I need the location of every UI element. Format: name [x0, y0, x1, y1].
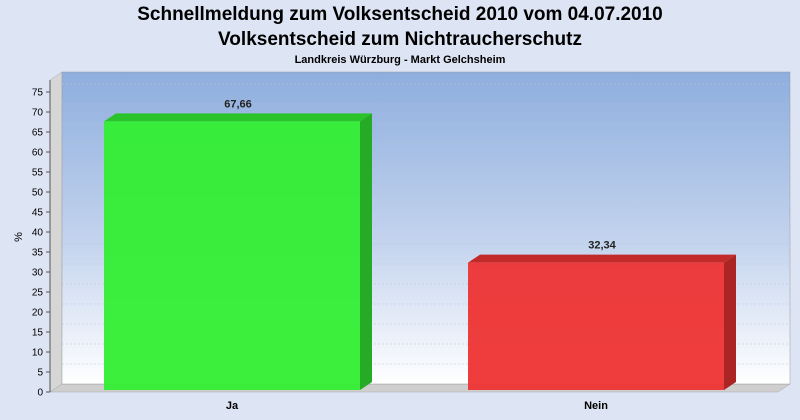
- y-tick-label: 10: [32, 348, 44, 359]
- chart-subtitle: Volksentscheid zum Nichtraucherschutz: [218, 29, 582, 50]
- bar-front: [104, 121, 360, 391]
- y-tick-label: 65: [32, 128, 44, 139]
- y-tick-label: 50: [32, 188, 44, 199]
- bar-nein: [468, 254, 736, 390]
- plot-left-wall: [49, 71, 63, 393]
- y-axis-label: %: [13, 232, 25, 242]
- bar-side: [360, 113, 372, 391]
- bars: [104, 113, 736, 391]
- y-tick-label: 60: [32, 148, 44, 159]
- y-tick-label: 25: [32, 288, 44, 299]
- bar-ja: [104, 113, 372, 391]
- y-tick-label: 55: [32, 168, 44, 179]
- y-tick-label: 0: [37, 388, 43, 399]
- bar-top: [468, 254, 736, 263]
- y-tick-label: 5: [37, 368, 43, 379]
- data-label: 67,66: [224, 98, 252, 110]
- y-tick-label: 75: [32, 88, 44, 99]
- y-tick-label: 70: [32, 108, 44, 119]
- x-tick-label: Nein: [584, 400, 608, 412]
- chart-title: Schnellmeldung zum Volksentscheid 2010 v…: [137, 4, 663, 25]
- labels: 67,66 Ja 32,34 Nein: [224, 98, 616, 412]
- y-tick-label: 45: [32, 208, 44, 219]
- bar-side: [724, 254, 736, 390]
- y-tick-label: 40: [32, 228, 44, 239]
- x-tick-label: Ja: [226, 400, 239, 412]
- y-tick-label: 35: [32, 248, 44, 259]
- y-tick-label: 20: [32, 308, 44, 319]
- chart-region-label: Landkreis Würzburg - Markt Gelchsheim: [294, 54, 506, 66]
- y-tick-label: 15: [32, 328, 44, 339]
- bar-front: [468, 262, 724, 390]
- y-axis: 0 5 10 15 20 25 30 35 40 45 50 55 60 65 70 75: [32, 80, 51, 399]
- data-label: 32,34: [588, 240, 616, 252]
- bar-top: [104, 113, 372, 122]
- y-tick-label: 30: [32, 268, 44, 279]
